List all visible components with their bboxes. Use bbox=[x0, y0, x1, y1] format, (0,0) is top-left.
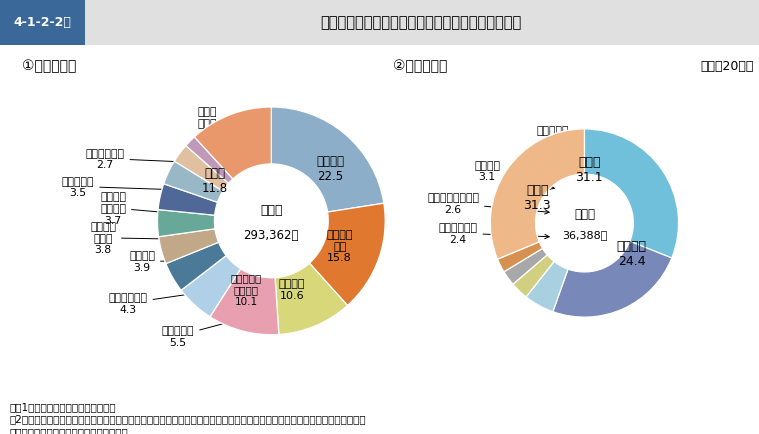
Text: 無免許
31.1: 無免許 31.1 bbox=[575, 156, 603, 184]
Text: 少年による道交違反　取締件数の違反態様別構成比: 少年による道交違反 取締件数の違反態様別構成比 bbox=[320, 15, 522, 30]
Text: 36,388件: 36,388件 bbox=[562, 230, 607, 240]
Wedge shape bbox=[553, 242, 672, 317]
Bar bbox=[0, 0, 85, 46]
Text: 駐停車違反
3.5: 駐停車違反 3.5 bbox=[61, 176, 214, 198]
Text: ①　告知事件: ① 告知事件 bbox=[22, 59, 77, 73]
Text: 検察庁に直接送致された事件をいう。: 検察庁に直接送致された事件をいう。 bbox=[10, 426, 128, 434]
Text: ②　送致事件: ② 送致事件 bbox=[393, 59, 447, 73]
Text: 携帯電話
使用等
3.8: 携帯電話 使用等 3.8 bbox=[90, 222, 203, 255]
Text: 定員外乗車
5.5: 定員外乗車 5.5 bbox=[162, 317, 244, 347]
Text: 速度超過
22.5: 速度超過 22.5 bbox=[317, 155, 345, 183]
Wedge shape bbox=[513, 255, 554, 297]
Wedge shape bbox=[164, 162, 223, 203]
Text: 通行区分違反
4.3: 通行区分違反 4.3 bbox=[109, 289, 220, 314]
Text: 右折左折
方法違反
3.7: 右折左折 方法違反 3.7 bbox=[100, 192, 206, 225]
Wedge shape bbox=[158, 184, 218, 216]
Text: 総　数: 総 数 bbox=[260, 204, 282, 217]
Text: 注　1　警察庁交通局の統計による。: 注 1 警察庁交通局の統計による。 bbox=[10, 401, 116, 411]
Text: 総　数: 総 数 bbox=[574, 207, 595, 220]
Text: 信号無視
3.1: 信号無視 3.1 bbox=[474, 161, 554, 190]
Text: 2　「告知事件」は，交通反則通告制度に基づき反則事件として告知された事件をいい，「送致事件」は，非反則事件として: 2 「告知事件」は，交通反則通告制度に基づき反則事件として告知された事件をいい，… bbox=[10, 414, 367, 424]
Wedge shape bbox=[504, 249, 547, 285]
Text: （平成20年）: （平成20年） bbox=[700, 59, 754, 72]
Wedge shape bbox=[584, 130, 679, 259]
Text: 整備不良
3.9: 整備不良 3.9 bbox=[129, 251, 206, 272]
Wedge shape bbox=[194, 108, 271, 180]
Bar bbox=[85, 0, 759, 46]
Text: 速度超過
24.4: 速度超過 24.4 bbox=[616, 240, 647, 267]
Wedge shape bbox=[497, 242, 543, 272]
Wedge shape bbox=[186, 138, 233, 184]
Text: その他
11.8: その他 11.8 bbox=[201, 167, 228, 194]
Text: 4-1-2-2図: 4-1-2-2図 bbox=[14, 16, 71, 29]
Wedge shape bbox=[271, 108, 384, 213]
Wedge shape bbox=[165, 243, 226, 291]
Wedge shape bbox=[159, 229, 219, 264]
Text: 信号無視
10.6: 信号無視 10.6 bbox=[279, 279, 305, 300]
Wedge shape bbox=[310, 204, 385, 306]
Wedge shape bbox=[490, 130, 584, 260]
Text: 免許証
不携帯
1.7: 免許証 不携帯 1.7 bbox=[197, 107, 257, 140]
Text: 一時停止違反
2.4: 一時停止違反 2.4 bbox=[439, 223, 549, 244]
Wedge shape bbox=[275, 263, 348, 335]
Wedge shape bbox=[526, 262, 568, 312]
Text: 定員外乗車
5.2: 定員外乗車 5.2 bbox=[537, 126, 572, 159]
Text: 一時停止
違反
15.8: 一時停止 違反 15.8 bbox=[326, 230, 353, 263]
Text: 踏切不停止等
2.7: 踏切不停止等 2.7 bbox=[86, 148, 230, 170]
Wedge shape bbox=[181, 256, 241, 317]
Text: 酒気帯び・酒酔い
2.6: 酒気帯び・酒酔い 2.6 bbox=[427, 193, 550, 214]
Text: その他
31.3: その他 31.3 bbox=[524, 183, 551, 211]
Wedge shape bbox=[175, 146, 228, 191]
Text: 通行禁止・
制限違反
10.1: 通行禁止・ 制限違反 10.1 bbox=[231, 273, 262, 306]
Wedge shape bbox=[210, 269, 279, 335]
Wedge shape bbox=[158, 210, 215, 237]
Text: 293,362件: 293,362件 bbox=[244, 228, 299, 241]
